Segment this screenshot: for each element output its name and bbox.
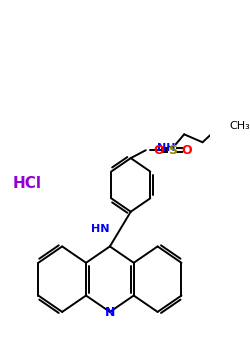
Text: O: O: [153, 144, 164, 157]
Text: HN: HN: [91, 224, 110, 234]
Text: S: S: [168, 144, 177, 157]
Text: HCl: HCl: [13, 176, 42, 191]
Text: N: N: [105, 306, 115, 320]
Text: NH: NH: [158, 143, 176, 153]
Text: CH₃: CH₃: [229, 121, 250, 131]
Text: O: O: [181, 144, 192, 157]
